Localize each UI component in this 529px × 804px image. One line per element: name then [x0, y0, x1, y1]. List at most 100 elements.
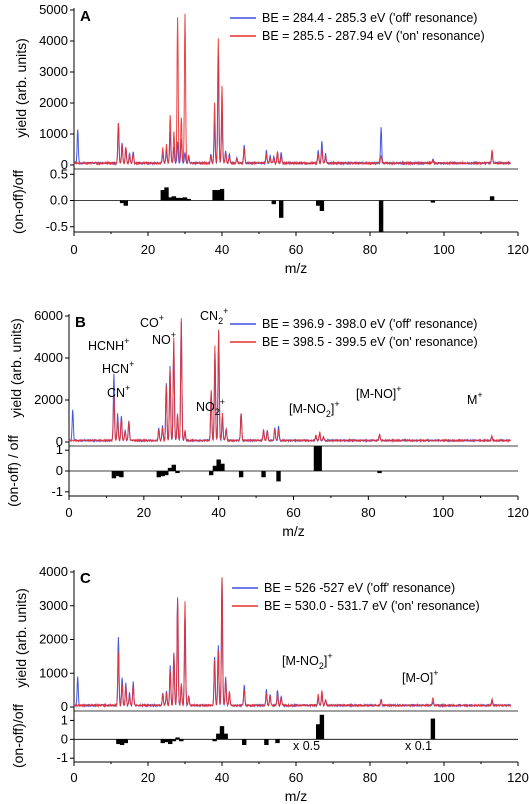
y-tick-label: 0 [61, 157, 68, 172]
y-tick-label: 4000 [39, 33, 68, 48]
annotation-subscript: 2 [215, 407, 220, 417]
diff-tick-label: 0.5 [50, 166, 68, 181]
peak-annotation: [M-NO2]+ [289, 399, 340, 419]
diff-tick-label: 1 [61, 712, 68, 727]
x-tick-label: 60 [289, 242, 303, 257]
diff-bar [212, 190, 217, 201]
peak-annotation: CN2+ [200, 306, 228, 326]
diff-bar [171, 739, 177, 742]
scale-annotation: x 0.1 [405, 739, 432, 753]
y-tick-label: 3000 [39, 598, 68, 613]
x-tick-label: 40 [211, 505, 225, 520]
series-line [73, 577, 512, 709]
annotation-subscript: 2 [326, 409, 331, 419]
annotation-label: CN [107, 386, 125, 400]
diff-bar [182, 197, 188, 201]
annotation-superscript: + [159, 313, 164, 323]
annotation-label: NO [196, 400, 215, 414]
peak-annotation: [M-O]+ [402, 668, 439, 685]
y-axis-title: yield (arb. units) [8, 318, 24, 418]
annotation-subscript: 2 [319, 661, 324, 671]
y-tick-label: 2000 [39, 632, 68, 647]
peak-annotation: [M-NO]+ [356, 384, 402, 401]
peak-annotation: HCN+ [102, 359, 134, 376]
x-tick-label: 80 [363, 770, 377, 785]
panel-letter: B [75, 314, 86, 331]
legend-entry: BE = 526 -527 eV ('off' resonance) [264, 581, 455, 595]
x-tick-label: 60 [286, 505, 300, 520]
x-tick-label: 100 [433, 242, 455, 257]
annotation-superscript: + [125, 383, 130, 393]
diff-bar [208, 471, 214, 476]
diff-bar [123, 200, 128, 206]
diff-bar [316, 724, 321, 740]
peak-annotation: CO+ [140, 313, 164, 330]
diff-bar [168, 197, 173, 201]
diff-bar [175, 197, 180, 201]
x-tick-label: 0 [70, 770, 77, 785]
diff-bar [220, 463, 225, 471]
peak-annotation: CN+ [107, 383, 130, 400]
annotation-subscript: 2 [218, 316, 223, 326]
diff-bar [242, 739, 247, 745]
diff-bar [264, 739, 269, 745]
diff-bar [317, 446, 322, 471]
x-tick-label: 0 [70, 242, 77, 257]
diff-bar [123, 739, 128, 744]
x-tick-label: 40 [215, 770, 229, 785]
diff-axis-title: (on-off)/off [10, 704, 26, 768]
peak-annotation: [M-NO2]+ [282, 651, 333, 671]
diff-bar [223, 733, 228, 740]
annotation-superscript: + [124, 336, 129, 346]
diff-bar [186, 198, 191, 201]
diff-bar [216, 190, 221, 201]
y-tick-label: 5000 [39, 2, 68, 17]
diff-bar [212, 465, 218, 471]
annotation-superscript: + [334, 399, 339, 409]
diff-bar [261, 471, 266, 478]
y-tick-label: 0 [56, 434, 63, 449]
annotation-label: [M-NO [289, 402, 326, 416]
diff-bar [179, 739, 184, 742]
x-tick-label: 20 [137, 505, 151, 520]
diff-bar [212, 739, 217, 742]
peak-annotation: NO2+ [196, 397, 225, 417]
diff-bar [279, 200, 284, 218]
x-tick-label: 120 [507, 505, 529, 520]
annotation-superscript: + [171, 330, 176, 340]
annotation-label: HCN [102, 362, 129, 376]
diff-bar [111, 471, 117, 479]
x-axis-title: m/z [285, 260, 308, 276]
annotation-label: CN [200, 309, 218, 323]
diff-bar [115, 471, 120, 477]
panel-letter: A [80, 8, 91, 25]
annotation-superscript: + [129, 359, 134, 369]
diff-bar [238, 471, 244, 478]
diff-tick-label: 0 [61, 731, 68, 746]
annotation-label: HCNH [88, 339, 124, 353]
diff-bar [430, 718, 436, 740]
diff-bar [175, 737, 180, 740]
diff-bar [160, 739, 165, 744]
annotation-tail: ] [331, 402, 334, 416]
annotation-superscript: + [477, 390, 482, 400]
x-tick-label: 100 [432, 505, 454, 520]
diff-axis-title: (on-off) / off [5, 435, 21, 507]
x-tick-label: 60 [289, 770, 303, 785]
diff-tick-label: -1 [51, 484, 63, 499]
diff-bar [430, 200, 436, 203]
diff-bar [377, 471, 382, 474]
y-tick-label: 2000 [39, 95, 68, 110]
series-line [68, 318, 511, 444]
annotation-superscript: + [220, 397, 225, 407]
diff-tick-label: -1 [56, 750, 68, 765]
diff-bar [171, 196, 177, 201]
diff-bar [489, 196, 495, 201]
x-tick-label: 80 [363, 242, 377, 257]
diff-bar [168, 739, 173, 745]
panel-letter: C [80, 570, 91, 587]
annotation-label: NO [152, 333, 171, 347]
y-tick-label: 0 [61, 699, 68, 714]
